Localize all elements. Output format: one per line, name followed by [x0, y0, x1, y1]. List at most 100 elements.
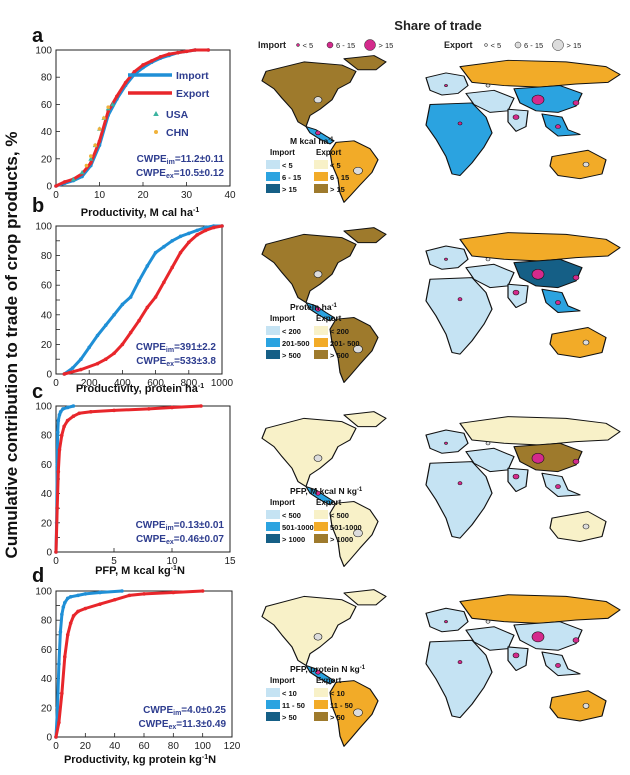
point-import [57, 662, 61, 666]
map-legend-export-swatch [314, 338, 328, 347]
trade-share-dot [555, 124, 561, 129]
x-tick-label: 40 [224, 190, 236, 201]
point-export [149, 59, 154, 63]
point-import [98, 590, 102, 595]
y-tick-label: 20 [41, 518, 53, 529]
point-import [56, 418, 61, 423]
trade-share-dot [313, 454, 323, 462]
trade-share-dot [512, 114, 520, 120]
map-legend-import-swatch [266, 534, 280, 543]
legend-swatch-chn [154, 130, 158, 134]
share-import-size-2: > 15 [379, 41, 394, 50]
point-chn [89, 154, 93, 158]
map-legend-export-class: 11 - 50 [330, 701, 353, 710]
trade-share-dot [582, 339, 590, 346]
point-export [68, 621, 73, 625]
point-export [65, 418, 70, 423]
point-import [120, 302, 125, 307]
point-import [65, 405, 70, 410]
map-region-af [425, 461, 493, 539]
point-import [153, 250, 158, 255]
y-tick-label: 60 [41, 100, 53, 111]
point-import [203, 225, 208, 230]
map-legend-export-swatch [314, 172, 328, 181]
trade-share-dot [512, 473, 520, 480]
world-map [261, 227, 621, 383]
map-region-au [549, 511, 607, 542]
cwpe-im: CWPEim=0.13±0.01 [136, 520, 225, 532]
point-import [112, 313, 116, 317]
map-region-se [541, 113, 581, 137]
x-tick-label: 80 [168, 741, 180, 752]
point-chn [102, 116, 106, 120]
point-import [87, 345, 91, 350]
map-region-ru [459, 232, 621, 262]
share-export-size-0: < 5 [491, 41, 502, 50]
map-legend-import-class: < 500 [282, 511, 301, 520]
share-export-size-2: > 15 [567, 41, 582, 50]
point-export [147, 407, 151, 411]
point-export [62, 180, 67, 184]
point-chn [97, 127, 102, 131]
point-import [95, 333, 100, 338]
world-map [261, 55, 621, 203]
point-import [120, 589, 124, 593]
map-region-na [261, 595, 357, 666]
trade-share-dot [444, 257, 448, 261]
trade-share-dot [531, 269, 545, 280]
map-legend-import-class: < 200 [282, 327, 301, 336]
trade-share-dot [531, 453, 545, 464]
map-legend-title: PFP, protein N kg-1 [290, 664, 366, 674]
trade-share-dot [582, 161, 590, 168]
point-export [71, 414, 76, 419]
trade-share-dot [572, 637, 580, 643]
map-legend-export-class: > 15 [330, 185, 345, 194]
y-tick-label: 20 [41, 340, 53, 351]
x-tick-label: 0 [53, 378, 59, 389]
x-tick-label: 20 [137, 190, 149, 201]
y-tick-label: 60 [41, 281, 53, 292]
y-tick-label: 20 [41, 154, 53, 165]
trade-share-dot [315, 669, 321, 675]
trade-share-dot [313, 270, 323, 278]
map-legend-import-class: 11 - 50 [282, 701, 305, 710]
share-import-dot-2 [364, 39, 376, 51]
share-export-dot-1 [514, 41, 522, 49]
series-line-import [54, 589, 123, 738]
trade-share-dot [457, 121, 463, 126]
point-export [127, 593, 132, 598]
point-import [79, 357, 83, 362]
map-legend-export-swatch [314, 510, 328, 519]
point-export [65, 633, 70, 637]
cwpe-im: CWPEim=4.0±0.25 [143, 705, 226, 717]
point-export [62, 372, 67, 376]
point-export [112, 351, 116, 356]
panel-letter: b [32, 195, 44, 217]
map-region-ru [459, 59, 621, 88]
legend-label-chn: CHN [166, 127, 189, 139]
point-import [170, 239, 174, 243]
point-import [57, 412, 62, 417]
trade-share-dot [512, 652, 520, 659]
map-legend-import-swatch [266, 688, 280, 697]
point-export [104, 357, 108, 362]
y-tick-label: 0 [46, 548, 52, 559]
panel-letter: a [32, 25, 44, 47]
map-region-au [549, 327, 607, 358]
x-tick-label: 60 [138, 741, 150, 752]
map-legend-export-class: < 200 [330, 327, 349, 336]
x-tick-label: 400 [114, 378, 131, 389]
point-export [195, 233, 199, 237]
cwpe-ex: CWPEex=11.3±0.49 [139, 719, 227, 731]
map-region-gl [343, 589, 387, 606]
map-legend-import-swatch [266, 510, 280, 519]
trade-share-dot [444, 620, 448, 624]
map-legend-import-class: < 10 [282, 689, 297, 698]
point-export [98, 602, 102, 606]
map-region-af [425, 102, 493, 176]
point-export [184, 49, 189, 54]
point-import [104, 323, 108, 327]
map-legend-export-class: > 50 [330, 713, 345, 722]
map-legend-export-swatch [314, 688, 328, 697]
